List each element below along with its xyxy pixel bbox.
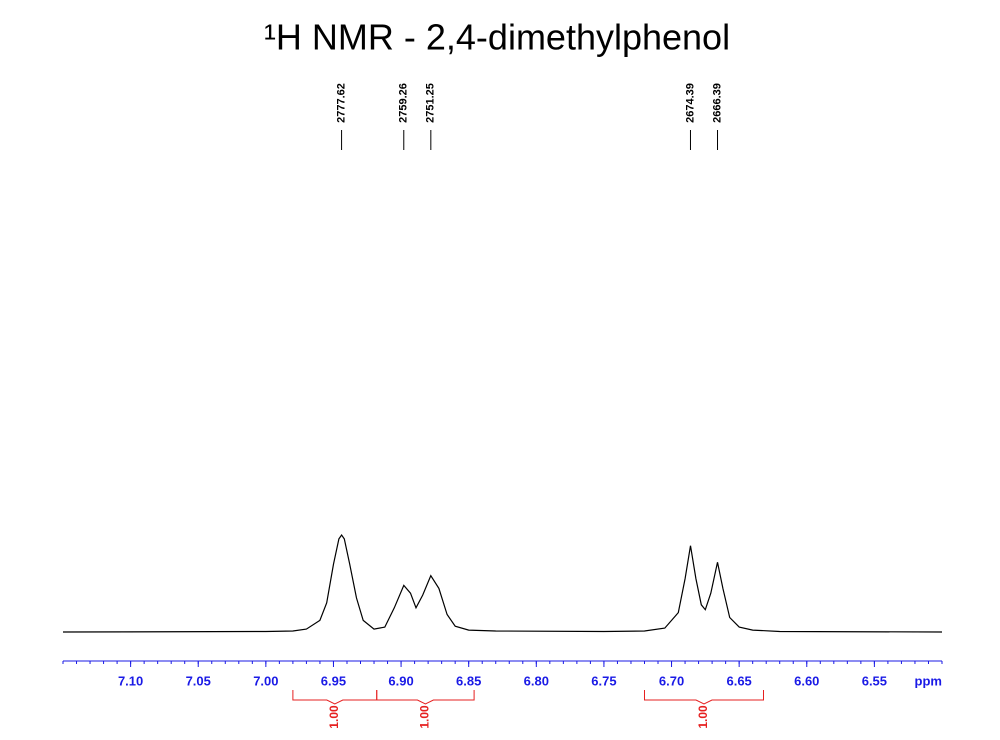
integral-label: 1.00 xyxy=(327,705,341,729)
x-tick-label: 6.55 xyxy=(862,673,887,688)
x-tick-label: 6.65 xyxy=(726,673,751,688)
chart-title: ¹H NMR - 2,4-dimethylphenol xyxy=(264,17,730,58)
x-tick-label: 7.10 xyxy=(118,673,143,688)
integral-label: 1.00 xyxy=(418,705,432,729)
peak-label: 2674.39 xyxy=(684,83,696,123)
x-tick-label: 6.60 xyxy=(794,673,819,688)
integral-bracket xyxy=(643,690,764,705)
x-tick-label: 7.00 xyxy=(253,673,278,688)
peak-label: 2751.25 xyxy=(425,83,437,123)
x-tick-label: 6.95 xyxy=(321,673,346,688)
x-tick-label: 6.85 xyxy=(456,673,481,688)
peak-label: 2777.62 xyxy=(335,83,347,123)
integral-bracket xyxy=(292,690,378,705)
x-tick-label: 7.05 xyxy=(186,673,211,688)
x-tick-label: 6.90 xyxy=(388,673,413,688)
integral-label: 1.00 xyxy=(696,705,710,729)
x-tick-label: 6.80 xyxy=(524,673,549,688)
peak-label: 2666.39 xyxy=(711,83,723,123)
x-tick-label: 6.75 xyxy=(591,673,616,688)
x-tick-label: 6.70 xyxy=(659,673,684,688)
spectrum-line xyxy=(62,533,943,633)
integral-bracket xyxy=(376,690,475,705)
peak-label: 2759.26 xyxy=(398,83,410,123)
x-axis-label: ppm xyxy=(915,673,942,688)
